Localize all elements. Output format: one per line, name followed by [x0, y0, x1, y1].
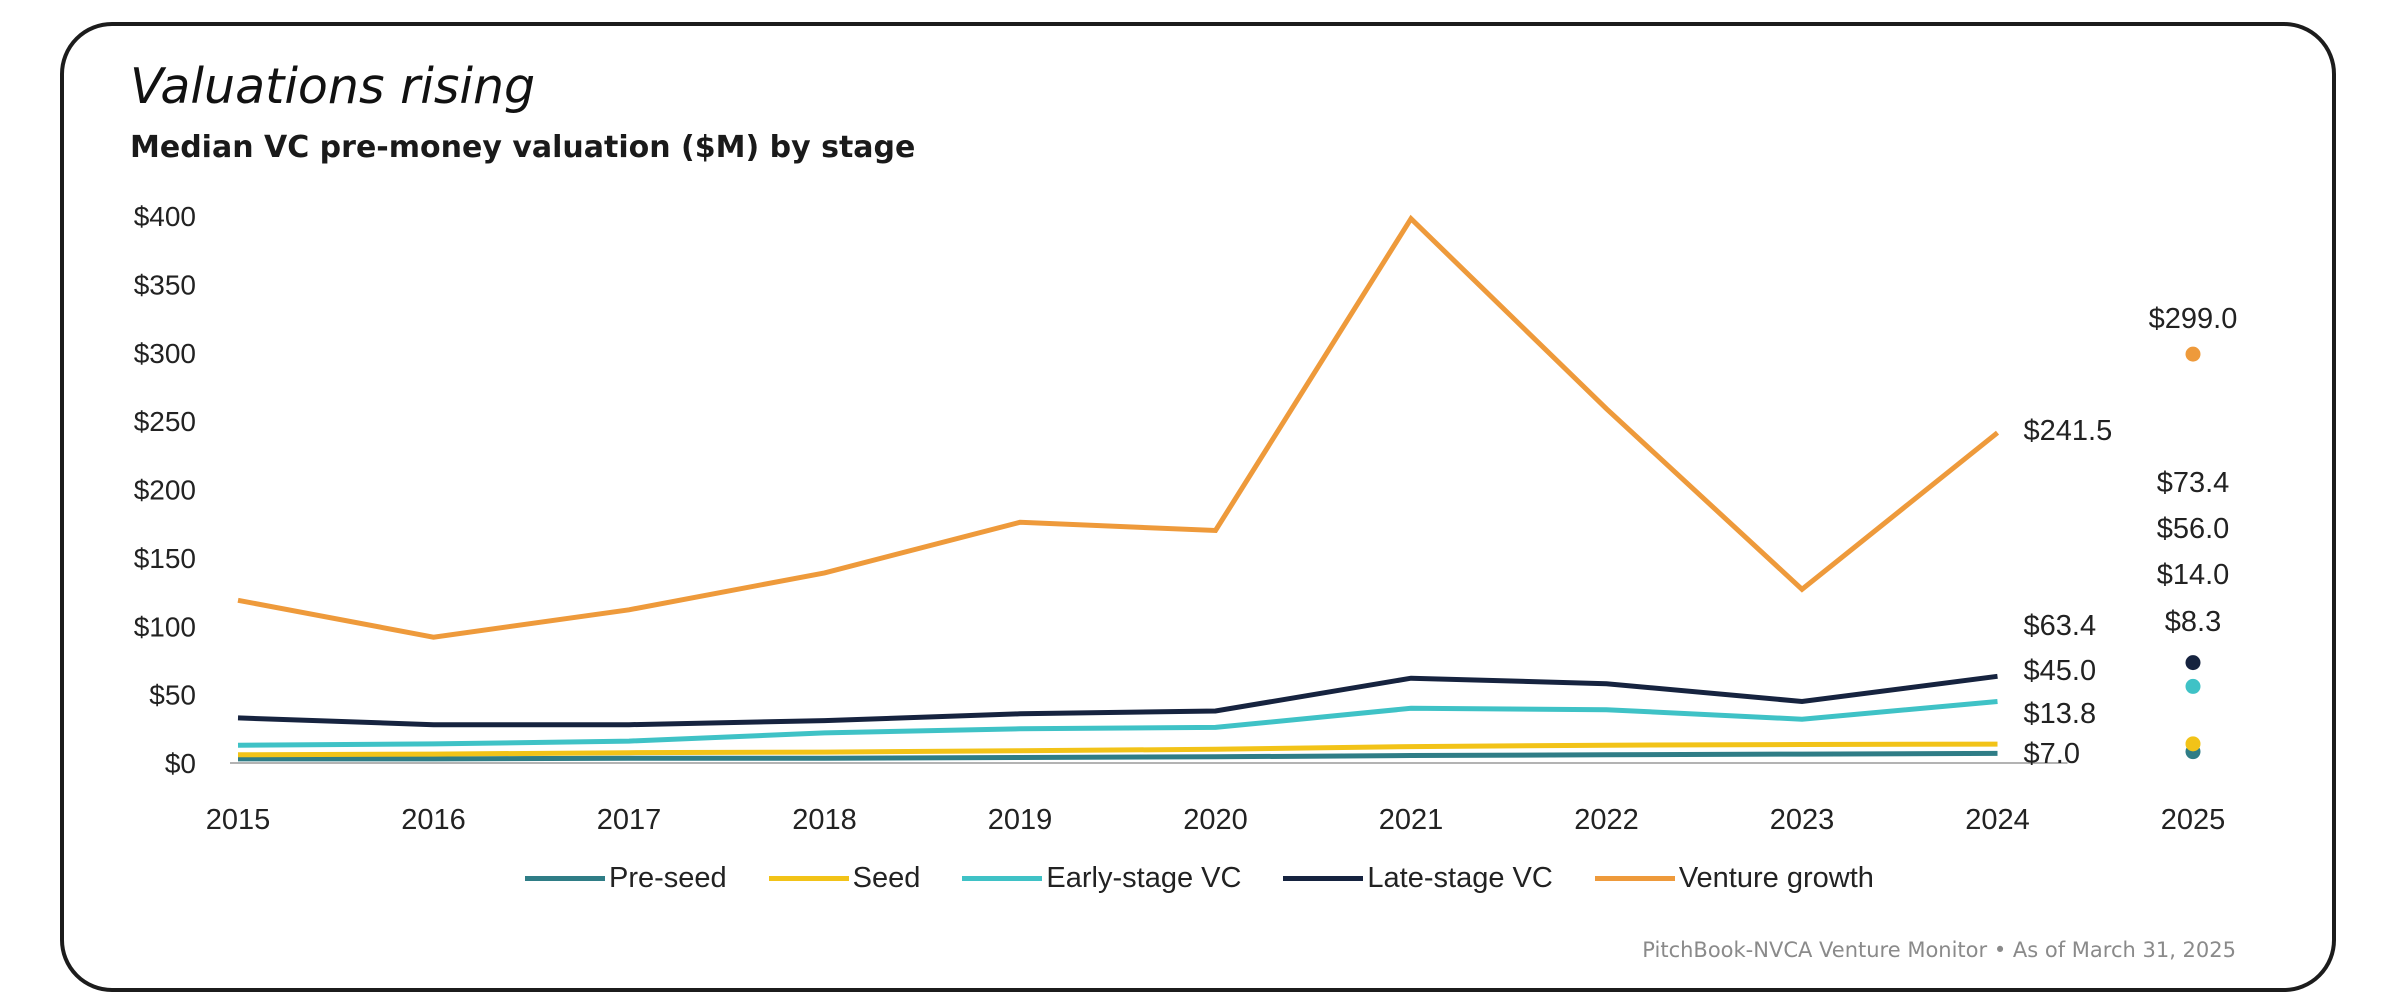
x-tick-label: 2024 [1965, 804, 2030, 836]
series-line-seed [237, 741, 1998, 758]
end-label-pre-seed: $7.0 [2024, 738, 2080, 770]
series-line-early-stage-vc [237, 699, 1998, 748]
y-tick-label: $50 [149, 680, 196, 711]
point-2025-venture-growth [2185, 346, 2201, 362]
series-line-venture-growth [237, 214, 2000, 640]
y-tick-label: $350 [134, 269, 196, 300]
y-tick-label: $300 [134, 338, 196, 369]
point-label-2025-venture-growth: $299.0 [2149, 303, 2238, 335]
legend-item-venture-growth: Venture growth [1594, 862, 1874, 895]
y-tick-label: $100 [134, 611, 196, 642]
chart-subtitle: Median VC pre-money valuation ($M) by st… [130, 130, 916, 165]
chart-legend: Pre-seed Seed Early-stage VC Late-stage … [525, 862, 1916, 895]
x-tick-label: 2015 [206, 804, 271, 836]
x-tick-label: 2023 [1770, 804, 1835, 836]
x-tick-label: 2025 [2161, 804, 2226, 836]
end-label-seed: $13.8 [2024, 698, 2097, 730]
end-label-late-stage-vc: $63.4 [2024, 610, 2097, 642]
legend-label-early-stage-vc: Early-stage VC [1046, 862, 1242, 894]
point-2025-early-stage-vc [2185, 678, 2201, 694]
chart-card [60, 22, 2336, 992]
point-label-2025-early-stage-vc: $56.0 [2157, 513, 2230, 545]
y-tick-label: $0 [165, 748, 196, 779]
y-tick-label: $200 [134, 475, 196, 506]
point-2025-seed [2185, 736, 2201, 752]
legend-item-early-stage-vc: Early-stage VC [962, 862, 1241, 895]
x-tick-label: 2022 [1574, 804, 1639, 836]
x-tick-label: 2016 [401, 804, 466, 836]
end-label-venture-growth: $241.5 [2024, 415, 2113, 447]
legend-label-seed: Seed [852, 862, 921, 894]
legend-label-late-stage-vc: Late-stage VC [1367, 862, 1553, 894]
legend-swatch-venture-growth [1594, 876, 1675, 881]
legend-item-late-stage-vc: Late-stage VC [1283, 862, 1553, 895]
legend-swatch-early-stage-vc [962, 876, 1043, 881]
legend-item-pre-seed: Pre-seed [525, 862, 727, 895]
legend-item-seed: Seed [768, 862, 921, 895]
series-line-late-stage-vc [237, 673, 1998, 728]
end-label-early-stage-vc: $45.0 [2024, 655, 2097, 687]
series-line-pre-seed [238, 750, 1998, 762]
y-tick-label: $400 [134, 201, 196, 232]
chart-title: Valuations rising [130, 58, 536, 115]
x-tick-label: 2020 [1183, 804, 1248, 836]
legend-label-pre-seed: Pre-seed [609, 862, 727, 894]
x-tick-label: 2017 [597, 804, 662, 836]
x-tick-label: 2019 [988, 804, 1053, 836]
legend-swatch-late-stage-vc [1283, 876, 1364, 881]
x-tick-label: 2018 [792, 804, 857, 836]
y-tick-label: $150 [134, 543, 196, 574]
point-2025-late-stage-vc [2185, 655, 2201, 671]
point-label-2025-seed: $14.0 [2157, 559, 2230, 591]
source-note: PitchBook-NVCA Venture Monitor • As of M… [1642, 938, 2236, 962]
x-tick-label: 2021 [1379, 804, 1444, 836]
legend-swatch-seed [768, 876, 849, 881]
point-label-2025-pre-seed: $8.3 [2165, 606, 2221, 638]
y-tick-label: $250 [134, 406, 196, 437]
point-label-2025-late-stage-vc: $73.4 [2157, 467, 2230, 499]
legend-swatch-pre-seed [525, 876, 605, 881]
legend-label-venture-growth: Venture growth [1678, 862, 1874, 894]
